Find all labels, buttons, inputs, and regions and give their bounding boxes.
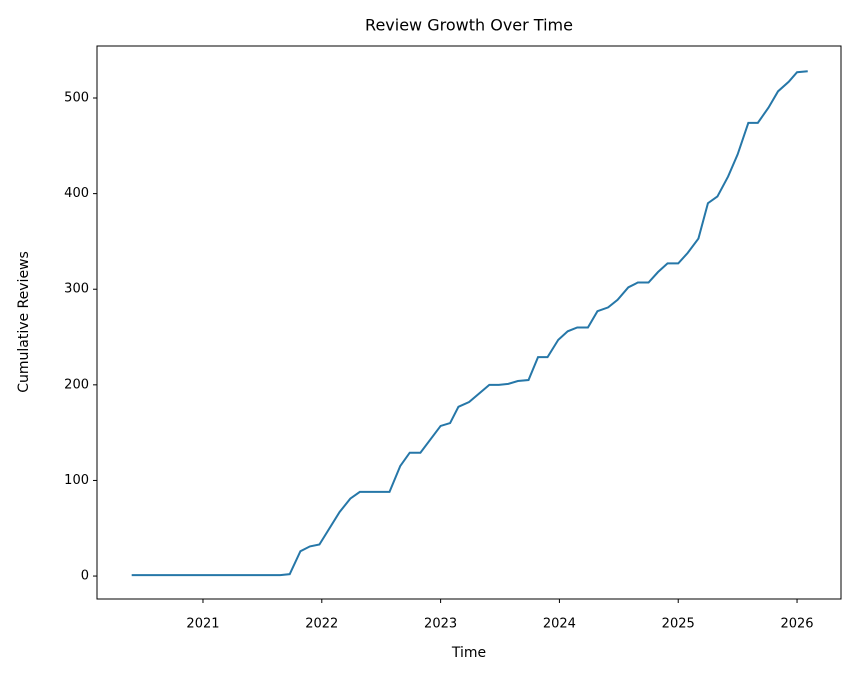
x-tick-label: 2021 bbox=[186, 617, 219, 632]
y-tick-label: 400 bbox=[64, 186, 89, 201]
y-axis-label: Cumulative Reviews bbox=[16, 251, 32, 393]
data-line bbox=[131, 70, 808, 577]
y-tick-label: 100 bbox=[64, 473, 89, 488]
x-tick-label: 2026 bbox=[780, 617, 813, 632]
y-tick-label: 500 bbox=[64, 91, 89, 106]
x-tick-label: 2024 bbox=[543, 617, 576, 632]
y-tick-label: 300 bbox=[64, 282, 89, 297]
x-tick-label: 2023 bbox=[424, 617, 457, 632]
y-tick-label: 0 bbox=[81, 569, 89, 584]
x-axis-label: Time bbox=[451, 645, 486, 661]
chart-title: Review Growth Over Time bbox=[365, 16, 573, 35]
x-tick-label: 2025 bbox=[662, 617, 695, 632]
y-tick-label: 200 bbox=[64, 377, 89, 392]
plot-frame bbox=[96, 45, 842, 600]
x-tick-label: 2022 bbox=[305, 617, 338, 632]
